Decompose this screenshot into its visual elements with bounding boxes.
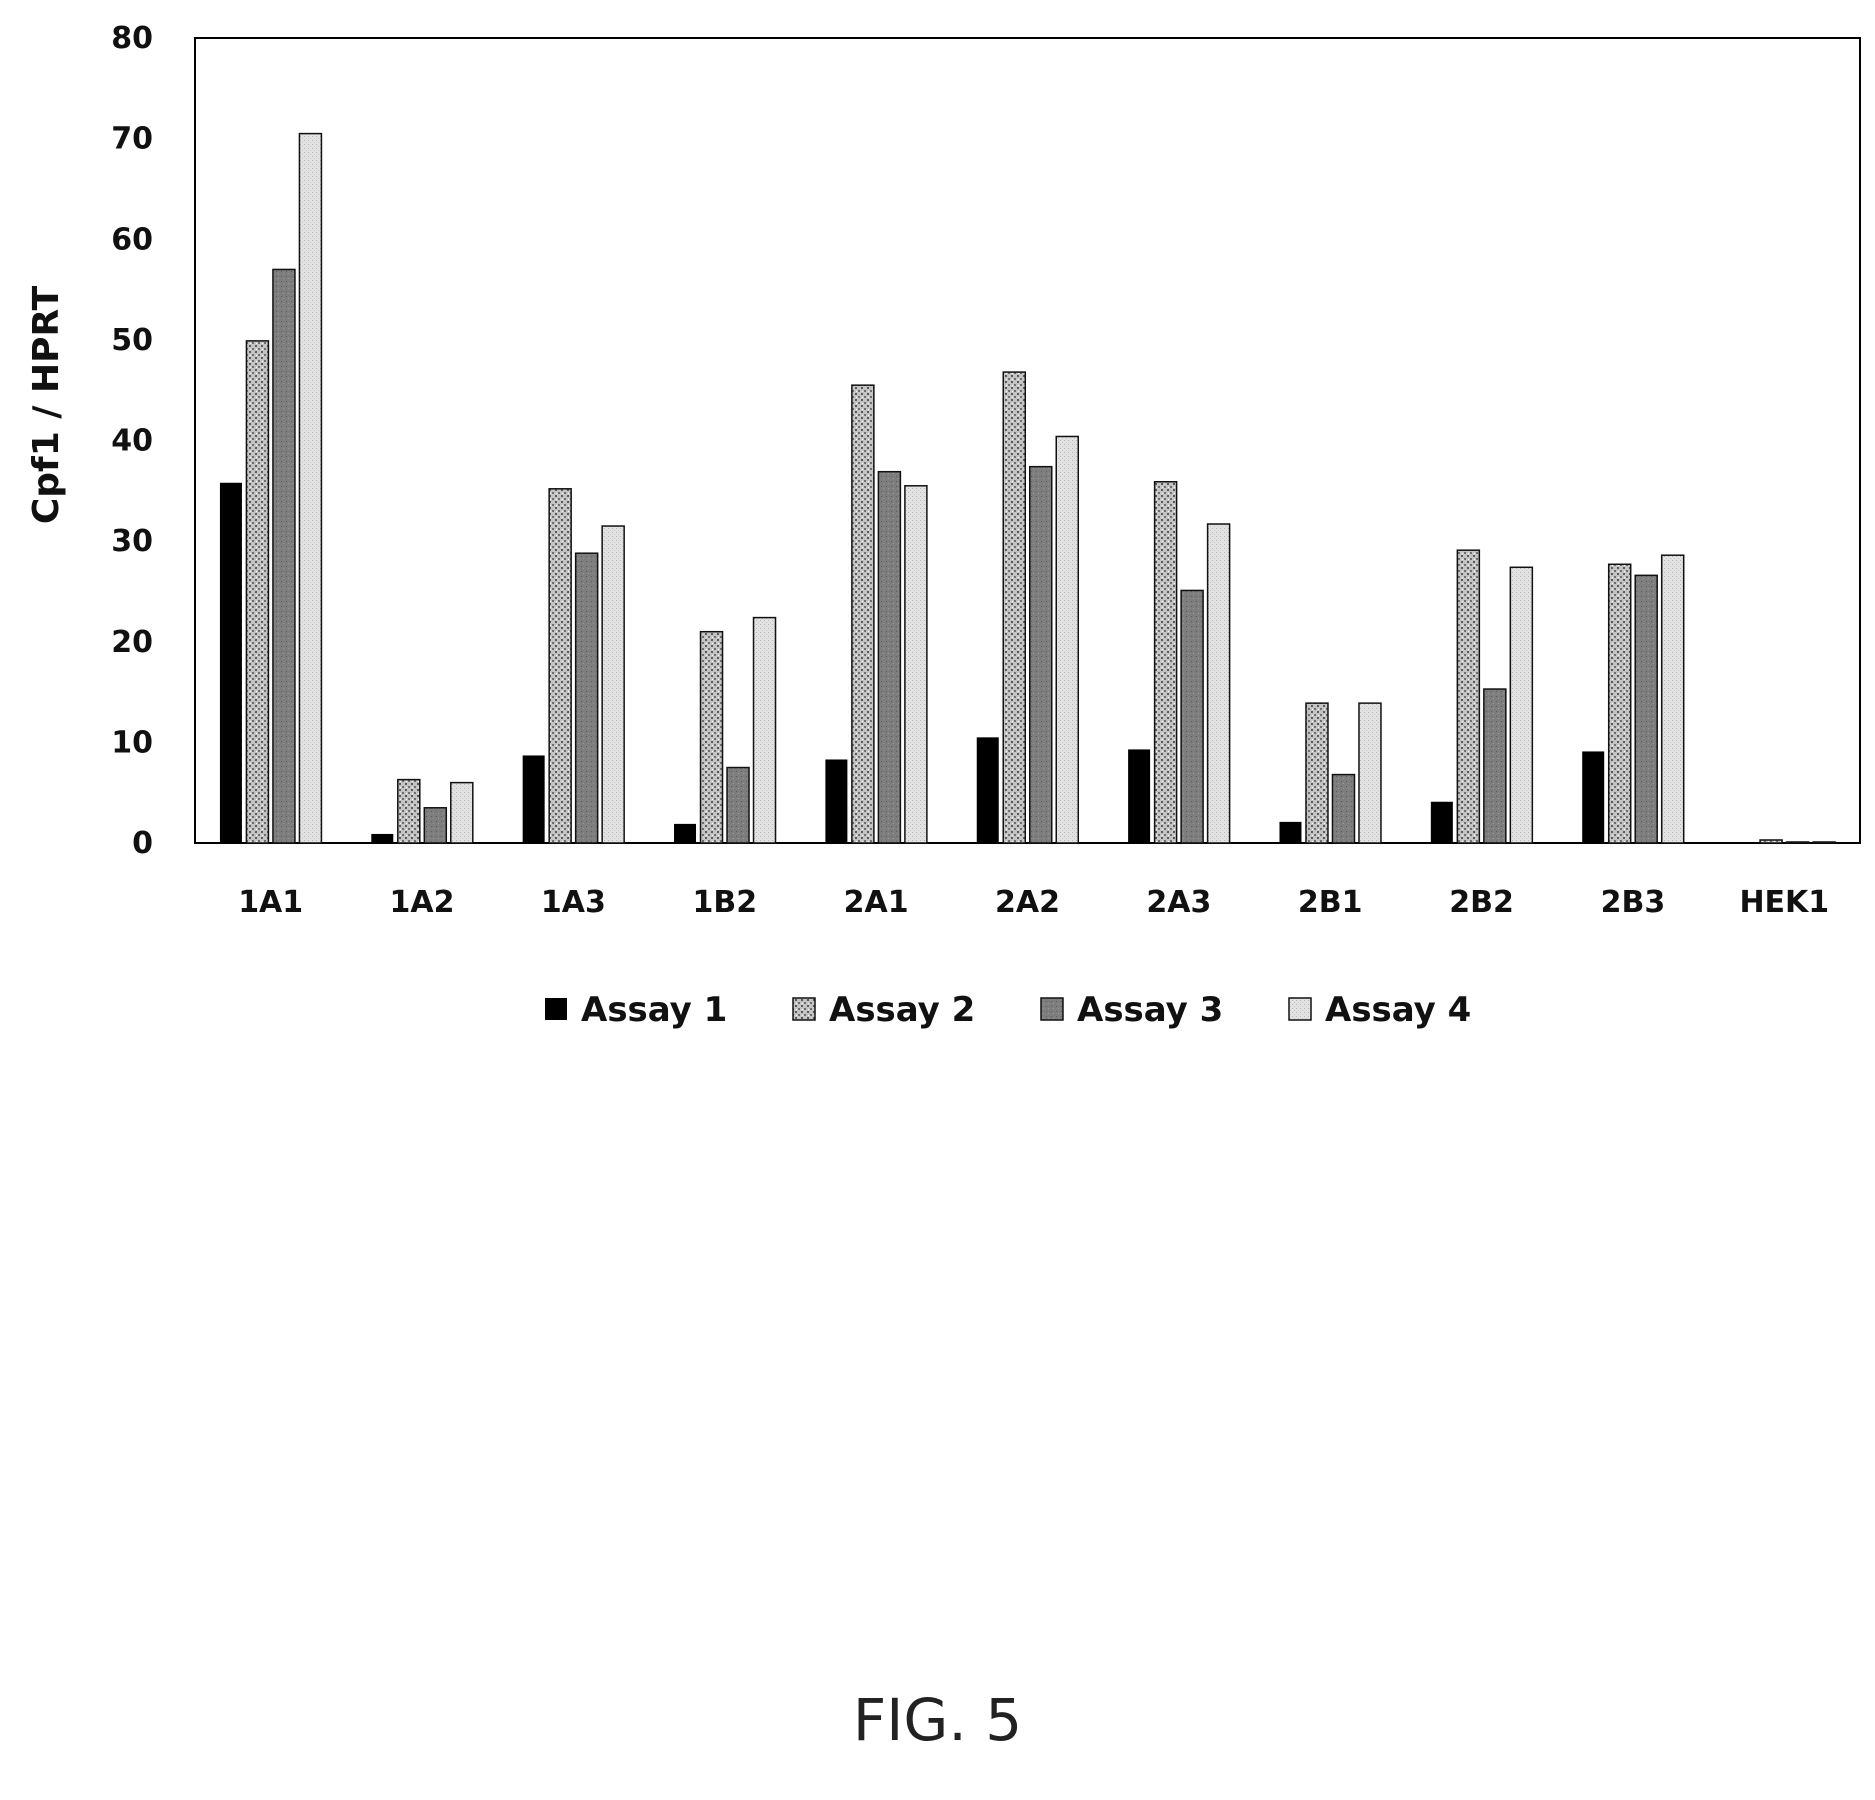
x-category-label: 2A1 [844,885,909,920]
bar-1A2-assay-1 [371,833,394,843]
bar-1A1-assay-2 [245,340,270,844]
bar-HEK1-assay-1 [1733,841,1756,843]
bar-2B3-assay-2 [1607,563,1632,844]
bar-1B2-assay-3 [726,766,750,844]
bar-1A1-assay-3 [272,268,296,844]
bar-1B2-assay-4 [752,616,777,844]
bar-1B2-assay-2 [699,630,724,844]
bar-1A1-assay-4 [298,132,323,844]
bar-HEK1-assay-4 [1812,841,1836,844]
bar-2B2-assay-2 [1456,549,1481,844]
bar-2A2-assay-4 [1055,435,1079,844]
x-category-label: 1A1 [238,885,303,920]
figure-caption: FIG. 5 [852,1686,1023,1754]
bar-2A3-assay-4 [1206,523,1231,844]
bar-2A3-assay-2 [1153,481,1178,844]
legend-label: Assay 3 [1077,990,1223,1030]
x-category-label: 2A3 [1146,885,1211,920]
legend-label: Assay 1 [581,990,727,1030]
y-tick-label: 30 [111,524,153,559]
bar-2B1-assay-2 [1305,702,1329,844]
x-axis-labels: 1A1 1A2 1A3 1B2 2A1 2A2 2A3 2B1 2B2 2B3 HEK1 [238,885,1829,920]
bar-2A1-assay-3 [877,470,902,844]
x-category-label: 2B3 [1601,885,1666,920]
x-category-label: 2B1 [1298,885,1363,920]
bar-2B2-assay-4 [1509,566,1534,844]
y-axis-ticks: 0 10 20 30 40 50 60 70 80 [111,21,153,861]
legend: Assay 1 Assay 2 Assay 3 Assay 4 [545,990,1471,1030]
x-category-label: 2B2 [1449,885,1514,920]
legend-swatch [1288,997,1312,1021]
bar-HEK1-assay-3 [1785,841,1810,844]
bar-chart: 0 10 20 30 40 50 60 70 80 1A1 1A2 1A3 1B2 2A1 2A2 2A3 2… [26,21,1861,1030]
y-tick-label: 10 [111,725,153,760]
bar-2B1-assay-3 [1331,773,1356,844]
x-category-label: 1A2 [390,885,455,920]
bars-group [219,132,1836,844]
bar-1B2-assay-1 [674,823,697,843]
bar-2B2-assay-1 [1430,801,1453,843]
bar-1A2-assay-3 [423,807,448,844]
bar-2B2-assay-3 [1483,688,1507,844]
bar-1A3-assay-1 [522,755,545,843]
y-axis-title: Cpf1 / HPRT [26,285,67,524]
legend-swatch [545,998,567,1020]
bar-2B3-assay-3 [1634,574,1658,844]
legend-swatch [1040,997,1064,1021]
bar-1A2-assay-4 [450,781,474,844]
bar-HEK1-assay-2 [1759,839,1783,844]
x-category-label: HEK1 [1739,885,1829,920]
bar-2A1-assay-4 [904,485,928,844]
legend-label: Assay 4 [1325,990,1471,1030]
bar-2A3-assay-1 [1128,749,1151,843]
bar-2A2-assay-3 [1029,465,1053,844]
y-tick-label: 80 [111,21,153,56]
y-tick-label: 40 [111,424,153,459]
bar-1A3-assay-3 [574,552,599,844]
x-category-label: 1A3 [541,885,606,920]
legend-label: Assay 2 [829,990,975,1030]
bar-2A2-assay-1 [976,737,999,843]
bar-2B3-assay-1 [1582,751,1605,843]
y-tick-label: 20 [111,625,153,660]
plot-area-frame [194,37,1861,844]
bar-2A3-assay-3 [1180,589,1204,844]
y-tick-label: 50 [111,323,153,358]
bar-2B3-assay-4 [1660,554,1685,844]
y-tick-label: 0 [132,826,153,861]
bar-1A1-assay-1 [219,482,242,843]
bar-2B1-assay-4 [1358,702,1382,844]
bar-2B1-assay-1 [1279,821,1302,843]
bar-2A1-assay-2 [851,384,875,844]
y-tick-label: 70 [111,122,153,157]
x-category-label: 2A2 [995,885,1060,920]
bar-1A2-assay-2 [397,778,421,844]
y-tick-label: 60 [111,222,153,257]
legend-swatch [792,997,816,1021]
bar-1A3-assay-2 [548,488,572,844]
bar-2A2-assay-2 [1002,371,1026,844]
x-category-label: 1B2 [692,885,757,920]
bar-2A1-assay-1 [825,759,848,843]
bar-1A3-assay-4 [601,525,625,844]
